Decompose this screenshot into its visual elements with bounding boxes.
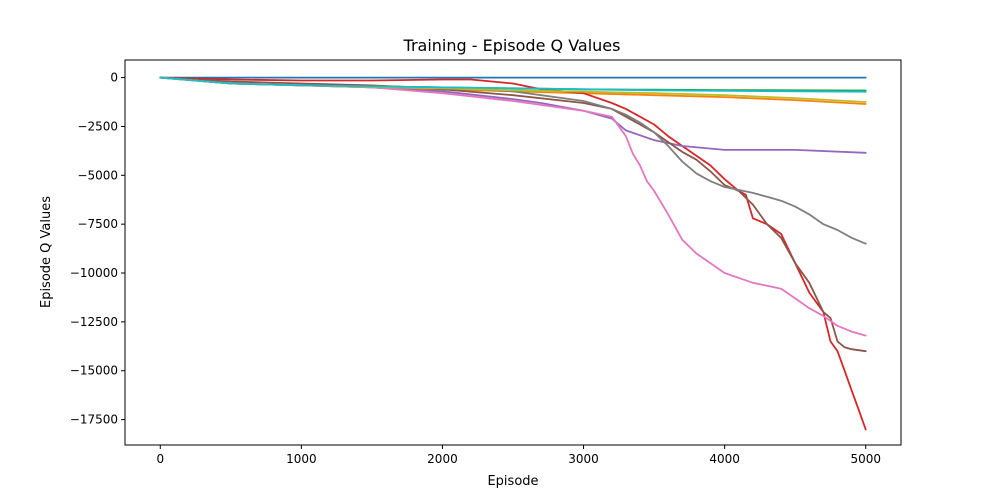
x-tick-label: 2000 [427, 452, 458, 466]
x-tick-label: 3000 [568, 452, 599, 466]
series-layer [159, 76, 867, 431]
y-tick-label: −5000 [77, 168, 118, 182]
y-axis: 0 −2500 −5000 −7500 −10000 −12500 −15000 −17500 [70, 71, 125, 427]
y-tick-label: −17500 [70, 413, 118, 427]
x-axis-label: Episode [487, 474, 538, 489]
x-tick-label: 1000 [286, 452, 317, 466]
y-tick-label: 0 [110, 71, 118, 85]
series-line-4 [159, 76, 867, 431]
y-tick-label: −7500 [77, 217, 118, 231]
y-axis-label: Episode Q Values [39, 196, 54, 308]
y-tick-label: −10000 [70, 266, 118, 280]
chart-title: Training - Episode Q Values [403, 36, 621, 55]
x-axis: 0 1000 2000 3000 4000 5000 [156, 445, 881, 466]
x-tick-label: 5000 [850, 452, 881, 466]
y-tick-label: −12500 [70, 315, 118, 329]
series-line-10 [159, 76, 867, 93]
y-tick-label: −2500 [77, 119, 118, 133]
y-tick-label: −15000 [70, 364, 118, 378]
x-tick-label: 0 [156, 452, 164, 466]
series-line-7 [159, 76, 867, 337]
x-tick-label: 4000 [709, 452, 740, 466]
plot-frame [124, 59, 902, 446]
